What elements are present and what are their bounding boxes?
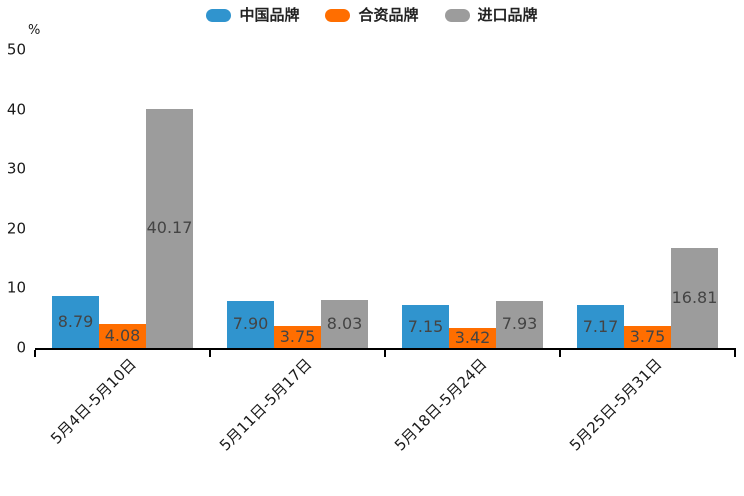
bar-合资品牌-3[interactable]: 3.75: [624, 325, 671, 348]
bar-中国品牌-2[interactable]: 7.15: [402, 305, 449, 348]
x-axis-tick: [209, 350, 211, 357]
legend-label: 中国品牌: [239, 6, 300, 24]
x-category-label-0: 5月4日-5月10日: [47, 355, 141, 448]
bar-中国品牌-1[interactable]: 7.90: [227, 300, 274, 348]
bar-value-label: 7.15: [407, 316, 444, 336]
x-axis-tick: [559, 350, 561, 357]
legend-item-2[interactable]: 进口品牌: [444, 6, 538, 24]
bar-进口品牌-0[interactable]: 40.17: [146, 108, 193, 348]
bar-进口品牌-1[interactable]: 8.03: [321, 300, 368, 348]
x-axis-tick: [34, 350, 36, 357]
chart-legend: 中国品牌 合资品牌 进口品牌: [0, 8, 744, 23]
legend-label: 合资品牌: [358, 6, 419, 24]
bar-合资品牌-0[interactable]: 4.08: [99, 323, 146, 348]
y-tick-label: 50: [6, 40, 26, 59]
bar-中国品牌-3[interactable]: 7.17: [577, 305, 624, 348]
x-axis-tick: [734, 350, 736, 357]
y-tick-label: 40: [6, 100, 26, 119]
bar-合资品牌-2[interactable]: 3.42: [449, 327, 496, 348]
bar-value-label: 3.42: [454, 327, 491, 347]
y-tick-label: 0: [16, 338, 26, 357]
bar-value-label: 7.93: [501, 314, 538, 334]
bar-合资品牌-1[interactable]: 3.75: [274, 325, 321, 348]
y-axis-unit-label: %: [28, 23, 41, 38]
bar-value-label: 4.08: [104, 325, 141, 345]
legend-swatch-icon: [444, 9, 470, 22]
bar-value-label: 3.75: [279, 326, 316, 346]
y-tick-label: 30: [6, 159, 26, 178]
legend-swatch-icon: [206, 9, 232, 22]
bar-中国品牌-0[interactable]: 8.79: [52, 295, 99, 348]
bar-value-label: 7.17: [582, 316, 619, 336]
legend-label: 进口品牌: [477, 6, 538, 24]
bar-value-label: 8.03: [326, 314, 363, 334]
bar-value-label: 3.75: [629, 326, 666, 346]
x-category-label-1: 5月11日-5月17日: [215, 355, 316, 455]
legend-item-1[interactable]: 合资品牌: [325, 6, 419, 24]
legend-item-0[interactable]: 中国品牌: [206, 8, 299, 23]
x-category-label-2: 5月18日-5月24日: [390, 355, 491, 455]
y-tick-label: 10: [6, 278, 26, 297]
bar-value-label: 8.79: [57, 311, 94, 331]
bar-进口品牌-3[interactable]: 16.81: [671, 247, 718, 348]
bar-value-label: 16.81: [671, 287, 718, 307]
bar-value-label: 7.90: [232, 314, 269, 334]
bar-value-label: 40.17: [146, 218, 193, 238]
x-axis-line: [35, 348, 736, 350]
y-tick-label: 20: [6, 219, 26, 238]
x-category-label-3: 5月25日-5月31日: [565, 355, 666, 455]
legend-swatch-icon: [325, 9, 351, 22]
bar-进口品牌-2[interactable]: 7.93: [496, 300, 543, 348]
x-axis-tick: [384, 350, 386, 357]
